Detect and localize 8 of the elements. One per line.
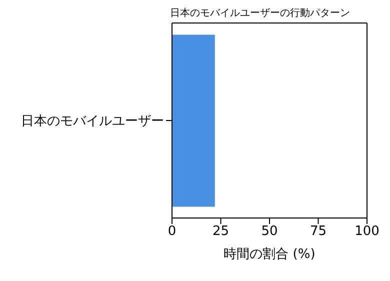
x-tick-label: 75 — [310, 224, 327, 240]
x-tick-label: 0 — [168, 224, 176, 240]
chart-title: 日本のモバイルユーザーの行動パターン — [169, 6, 351, 20]
x-tick-label: 100 — [354, 224, 380, 240]
x-tick-label: 25 — [212, 224, 230, 240]
x-tick-label: 50 — [261, 224, 278, 240]
x-axis-title: 時間の割合 (%) — [224, 247, 316, 262]
y-tick-label: 日本のモバイルユーザー — [21, 114, 164, 130]
